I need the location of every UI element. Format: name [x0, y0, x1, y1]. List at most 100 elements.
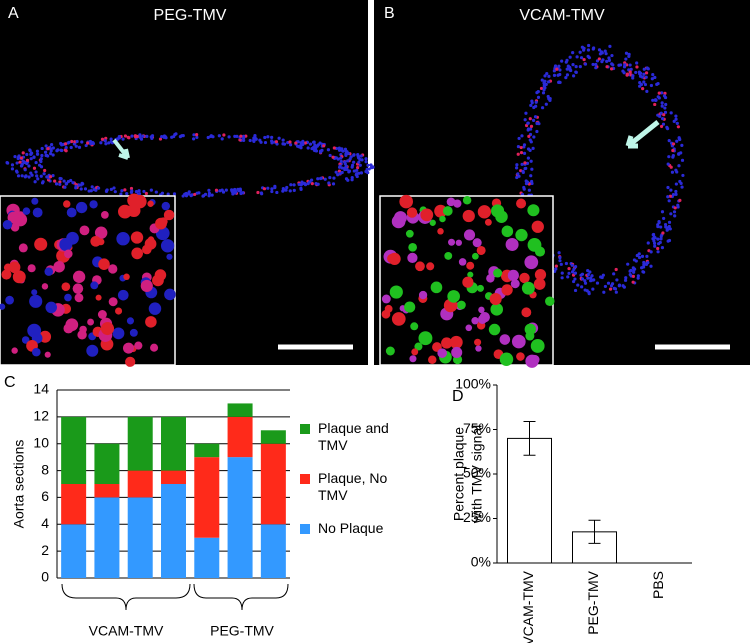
tissue-dot	[207, 191, 211, 195]
tissue-dot	[670, 170, 675, 174]
tissue-dot	[465, 324, 473, 332]
bar-segment	[94, 484, 120, 498]
tissue-dot	[270, 189, 274, 194]
tissue-dot	[524, 179, 528, 183]
tissue-dot	[173, 133, 177, 137]
tissue-dot	[477, 205, 492, 219]
tissue-dot	[662, 216, 666, 221]
tissue-dot	[259, 140, 263, 144]
tissue-dot	[614, 290, 618, 294]
tissue-dot	[629, 67, 633, 71]
tissue-dot	[252, 139, 256, 143]
tissue-dot	[23, 168, 27, 172]
tissue-dot	[274, 140, 278, 144]
error-bar	[588, 519, 601, 544]
tissue-dot	[560, 271, 564, 275]
tissue-dot	[350, 163, 355, 167]
tissue-dot	[104, 142, 108, 146]
tissue-dot	[220, 137, 224, 141]
tissue-dot	[663, 91, 667, 95]
tissue-dot	[126, 317, 135, 325]
tissue-dot	[644, 71, 649, 75]
tissue-dot	[535, 129, 539, 134]
tissue-dot	[467, 271, 474, 278]
tissue-dot	[154, 190, 158, 194]
tissue-dot	[680, 185, 684, 189]
bar-segment	[194, 537, 220, 578]
tissue-dot	[663, 106, 667, 110]
tissue-dot	[70, 139, 74, 144]
tissue-dot	[664, 102, 668, 107]
tissue-dot	[651, 232, 656, 237]
tissue-dot	[62, 179, 66, 183]
tissue-dot	[284, 188, 288, 192]
tissue-dot	[660, 117, 665, 121]
tissue-dot	[515, 175, 519, 180]
tissue-dot	[624, 51, 629, 55]
tissue-dot	[656, 237, 660, 241]
tissue-dot	[22, 207, 31, 215]
tissue-dot	[336, 157, 340, 161]
tissue-dot	[306, 146, 310, 150]
tissue-dot	[573, 271, 577, 275]
tissue-dot	[301, 142, 305, 146]
tissue-dot	[207, 188, 211, 192]
tissue-dot	[281, 138, 285, 142]
tissue-dot	[420, 208, 434, 222]
tissue-dot	[520, 134, 524, 138]
tissue-dot	[393, 211, 407, 225]
tissue-dot	[476, 284, 484, 292]
tissue-dot	[331, 155, 335, 159]
tissue-dot	[184, 191, 188, 196]
tissue-dot	[680, 143, 684, 147]
legend-swatch	[300, 524, 310, 534]
tissue-dot	[13, 154, 17, 159]
tissue-dot	[263, 140, 268, 145]
tissue-dot	[637, 255, 642, 260]
tissue-dot	[640, 266, 644, 270]
tissue-dot	[328, 175, 332, 180]
tissue-dot	[557, 251, 561, 255]
tissue-dot	[311, 145, 316, 150]
tissue-dot	[72, 283, 84, 294]
tissue-dot	[125, 192, 129, 196]
tissue-dot	[86, 141, 90, 145]
tissue-dot	[650, 77, 654, 81]
tissue-dot	[458, 258, 467, 266]
tissue-dot	[39, 174, 43, 178]
tissue-dot	[655, 82, 659, 86]
tissue-dot	[572, 267, 576, 271]
tissue-dot	[21, 336, 30, 344]
tissue-dot	[21, 151, 25, 155]
tissue-dot	[189, 194, 193, 198]
tissue-dot	[663, 95, 668, 100]
panel-label: A	[8, 5, 19, 22]
y-tick-label: 25%	[463, 509, 491, 525]
tissue-dot	[352, 160, 356, 164]
tissue-dot	[646, 260, 650, 265]
tissue-dot	[674, 182, 678, 186]
tissue-dot	[555, 67, 559, 71]
tissue-dot	[444, 251, 453, 260]
y-tick-label: 2	[41, 542, 49, 558]
tissue-dot	[74, 144, 78, 148]
tissue-dot	[570, 263, 574, 267]
tissue-dot	[303, 141, 308, 145]
tissue-dot	[531, 118, 536, 122]
tissue-dot	[663, 110, 668, 114]
tissue-dot	[109, 187, 113, 191]
tissue-dot	[391, 312, 406, 326]
tissue-dot	[31, 289, 38, 296]
tissue-dot	[463, 229, 476, 241]
tissue-dot	[352, 169, 356, 173]
tissue-dot	[90, 185, 94, 189]
tissue-dot	[56, 148, 60, 152]
tissue-dot	[266, 135, 270, 139]
tissue-dot	[112, 327, 125, 340]
tissue-dot	[35, 152, 40, 156]
tissue-dot	[356, 166, 360, 170]
tissue-dot	[303, 183, 308, 187]
tissue-dot	[203, 192, 208, 196]
tissue-dot	[611, 63, 615, 67]
tissue-dot	[543, 86, 547, 90]
